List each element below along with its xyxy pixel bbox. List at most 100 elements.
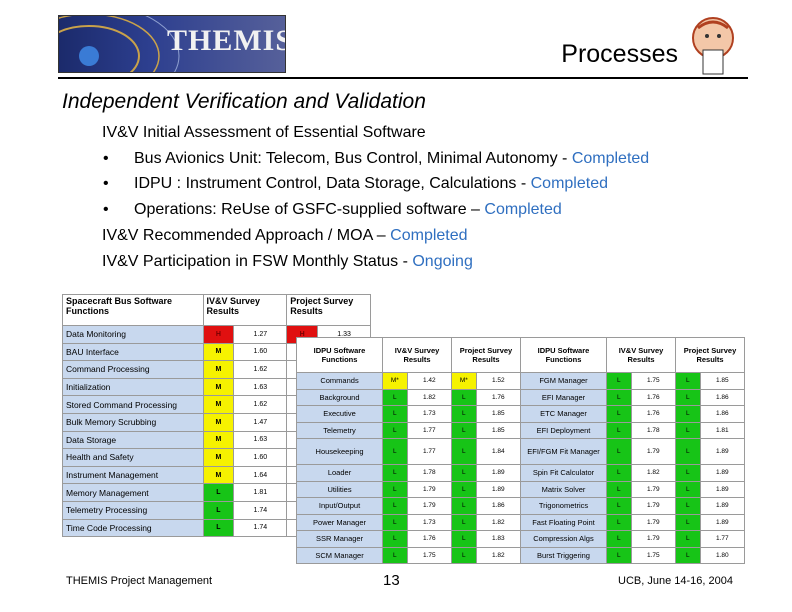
ivv-rating: L: [382, 388, 408, 406]
function-name: Data Monitoring: [62, 325, 204, 344]
ivv-score: 1.73: [406, 513, 453, 531]
ivv-score: 1.62: [233, 360, 288, 379]
table-row: Data Monitoring H 1.27 H 1.33: [62, 325, 371, 344]
ivv-rating: L: [606, 480, 632, 498]
function-name: Fast Floating Point: [519, 513, 608, 531]
project-rating: L: [451, 546, 477, 564]
bullet-marker: •: [103, 150, 109, 167]
ivv-rating: L: [382, 405, 408, 423]
ivv-score: 1.78: [630, 421, 676, 439]
project-score: 1.89: [699, 497, 746, 515]
ivv-score: 1.79: [630, 530, 676, 548]
ivv-rating: L: [202, 500, 235, 520]
ivv-rating: H: [202, 325, 235, 344]
function-name: Matrix Solver: [519, 480, 608, 498]
ivv-rating: L: [382, 546, 408, 564]
function-name: Power Manager: [295, 513, 384, 531]
project-rating: L: [451, 405, 477, 423]
function-name: Loader: [295, 464, 384, 482]
project-score: 1.84: [475, 438, 521, 465]
column-header: IV&V Survey Results: [606, 337, 676, 373]
line-text: IV&V Recommended Approach / MOA: [102, 227, 373, 244]
ivv-score: 1.75: [630, 546, 676, 564]
ivv-rating: L: [606, 372, 632, 390]
project-score: 1.89: [699, 438, 746, 465]
project-rating: L: [451, 388, 477, 406]
ivv-rating: L: [606, 421, 632, 439]
status-text: Completed: [390, 227, 468, 244]
function-name: Burst Triggering: [519, 546, 608, 564]
ivv-rating: M*: [382, 372, 408, 390]
ivv-score: 1.74: [233, 518, 288, 538]
project-score: 1.82: [475, 546, 521, 564]
column-header: IDPU Software Functions: [519, 337, 608, 373]
ivv-score: 1.62: [233, 395, 288, 414]
table-row: Executive L 1.73 L 1.85 ETC Manager L 1.76 L 1.86: [295, 405, 746, 423]
ivv-score: 1.81: [233, 483, 288, 502]
project-rating: L: [674, 405, 701, 423]
function-name: Housekeeping: [295, 438, 384, 465]
footer-organization: THEMIS Project Management: [66, 575, 213, 587]
bullet-item: Bus Avionics Unit: Telecom, Bus Control,…: [134, 150, 649, 168]
ivv-rating: M: [202, 448, 235, 467]
ivv-score: 1.79: [630, 438, 676, 465]
ivv-rating: M: [202, 342, 235, 362]
project-score: 1.80: [699, 546, 746, 564]
function-name: Utilities: [295, 480, 384, 498]
ivv-rating: L: [382, 438, 408, 465]
function-name: ETC Manager: [519, 405, 608, 423]
ivv-score: 1.79: [406, 497, 453, 515]
ivv-score: 1.74: [233, 500, 288, 520]
ivv-score: 1.76: [630, 405, 676, 423]
ivv-rating: M: [202, 465, 235, 485]
header-divider: [58, 77, 748, 79]
bullet-item: Operations: ReUse of GSFC-supplied softw…: [134, 201, 562, 219]
bullet-text: Bus Avionics Unit: Telecom, Bus Control,…: [134, 150, 558, 167]
table-row: Telemetry L 1.77 L 1.85 EFI Deployment L 1.78 L 1…: [295, 421, 746, 439]
function-name: Telemetry: [295, 421, 384, 439]
footer-date: UCB, June 14-16, 2004: [618, 575, 733, 587]
ivv-rating: L: [202, 518, 235, 538]
ivv-score: 1.77: [406, 438, 453, 465]
column-header: IDPU Software Functions: [295, 337, 384, 373]
project-rating: L: [674, 497, 701, 515]
ivv-rating: M: [202, 377, 235, 397]
project-score: 1.86: [699, 388, 746, 406]
function-name: Input/Output: [295, 497, 384, 515]
project-score: 1.82: [475, 513, 521, 531]
project-score: 1.89: [475, 480, 521, 498]
function-name: Stored Command Processing: [62, 395, 204, 414]
project-score: 1.85: [475, 405, 521, 423]
table-row: Power Manager L 1.73 L 1.82 Fast Floating Poi…: [295, 513, 746, 531]
function-name: Trigonometrics: [519, 497, 608, 515]
ivv-score: 1.76: [406, 530, 453, 548]
ivv-rating: L: [606, 405, 632, 423]
project-rating: L: [451, 438, 477, 465]
ivv-rating: L: [606, 497, 632, 515]
ivv-rating: L: [606, 438, 632, 465]
ivv-rating: M: [202, 360, 235, 379]
table-row: SSR Manager L 1.76 L 1.83 Compression Algs L 1.…: [295, 530, 746, 548]
project-rating: L: [674, 388, 701, 406]
project-score: 1.85: [699, 372, 746, 390]
body-line-assessment: IV&V Initial Assessment of Essential Sof…: [102, 124, 426, 141]
function-name: Background: [295, 388, 384, 406]
table-row: SCM Manager L 1.75 L 1.82 Burst Triggering L 1.…: [295, 546, 746, 564]
ivv-score: 1.78: [406, 464, 453, 482]
ivv-rating: L: [202, 483, 235, 502]
ivv-score: 1.75: [630, 372, 676, 390]
status-text: Completed: [484, 201, 562, 218]
function-name: FGM Manager: [519, 372, 608, 390]
column-header: IV&V Survey Results: [202, 294, 288, 326]
bullet-sep: –: [466, 201, 485, 218]
ivv-score: 1.79: [630, 497, 676, 515]
themis-logo: THEMIS: [58, 15, 286, 73]
bullet-text: Operations: ReUse of GSFC-supplied softw…: [134, 201, 467, 218]
line-sep: –: [372, 227, 391, 244]
ivv-score: 1.73: [406, 405, 453, 423]
function-name: Command Processing: [62, 360, 204, 379]
line-sep: -: [398, 253, 413, 270]
function-name: Commands: [295, 372, 384, 390]
project-rating: L: [451, 480, 477, 498]
ivv-score: 1.82: [406, 388, 453, 406]
